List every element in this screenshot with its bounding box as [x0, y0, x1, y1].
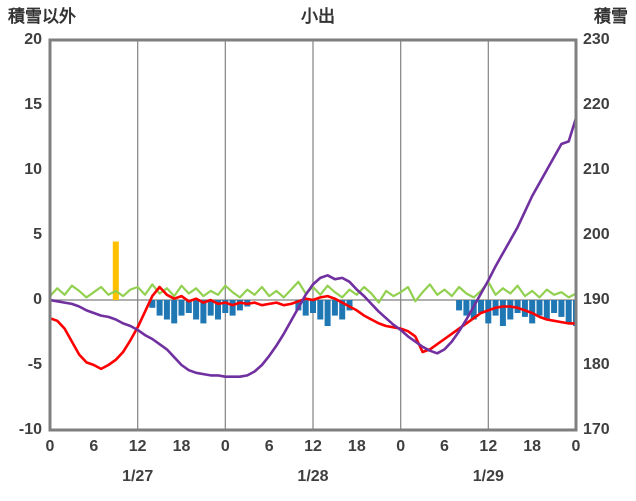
x-axis-hour-tick: 0: [220, 438, 230, 455]
red-line-series: [50, 285, 576, 371]
left-axis-tick: 10: [24, 161, 42, 178]
chart-frame: [48, 38, 578, 432]
left-axis-tick: 15: [24, 96, 42, 113]
chart-title: 小出: [301, 7, 335, 26]
left-axis-tick: 20: [24, 31, 42, 48]
x-axis-hour-tick: 12: [479, 438, 498, 455]
right-axis-tick: 230: [583, 31, 610, 48]
left-axis-tick: -5: [27, 356, 42, 373]
left-axis-tick: 0: [33, 291, 42, 308]
right-axis-tick: 170: [583, 421, 610, 438]
left-axis-tick: 5: [33, 226, 42, 243]
purple-line-series: [50, 116, 576, 379]
left-axis-tick: -10: [18, 421, 42, 438]
x-axis-hour-tick: 12: [304, 438, 322, 455]
x-axis-hour-tick: 18: [347, 438, 366, 455]
right-axis-title: 積雪: [594, 7, 628, 26]
x-axis-hour-tick: 18: [523, 438, 542, 455]
right-axis-tick: 200: [583, 226, 610, 243]
right-axis-tick: 220: [583, 96, 610, 113]
x-axis-hour-tick: 12: [128, 438, 147, 455]
x-axis-date-label: 1/28: [297, 468, 329, 485]
x-axis-hour-tick: 6: [264, 438, 274, 455]
x-axis-hour-tick: 0: [571, 438, 581, 455]
left-axis-title: 積雪以外: [8, 7, 76, 26]
x-axis-date-label: 1/29: [472, 468, 504, 485]
yellow-bar-series: [112, 241, 119, 300]
right-axis-tick: 210: [583, 161, 610, 178]
x-axis-hour-tick: 6: [89, 438, 99, 455]
x-axis-hour-tick: 18: [172, 438, 191, 455]
vertical-gridlines: [137, 40, 489, 430]
right-axis-tick: 180: [583, 356, 610, 373]
x-axis-hour-tick: 6: [440, 438, 449, 455]
x-axis-date-label: 1/27: [122, 468, 154, 485]
right-axis-tick: 190: [583, 291, 610, 308]
x-axis-hour-tick: 0: [396, 438, 406, 455]
x-axis-hour-tick: 0: [45, 438, 55, 455]
series-layer: [50, 116, 576, 379]
